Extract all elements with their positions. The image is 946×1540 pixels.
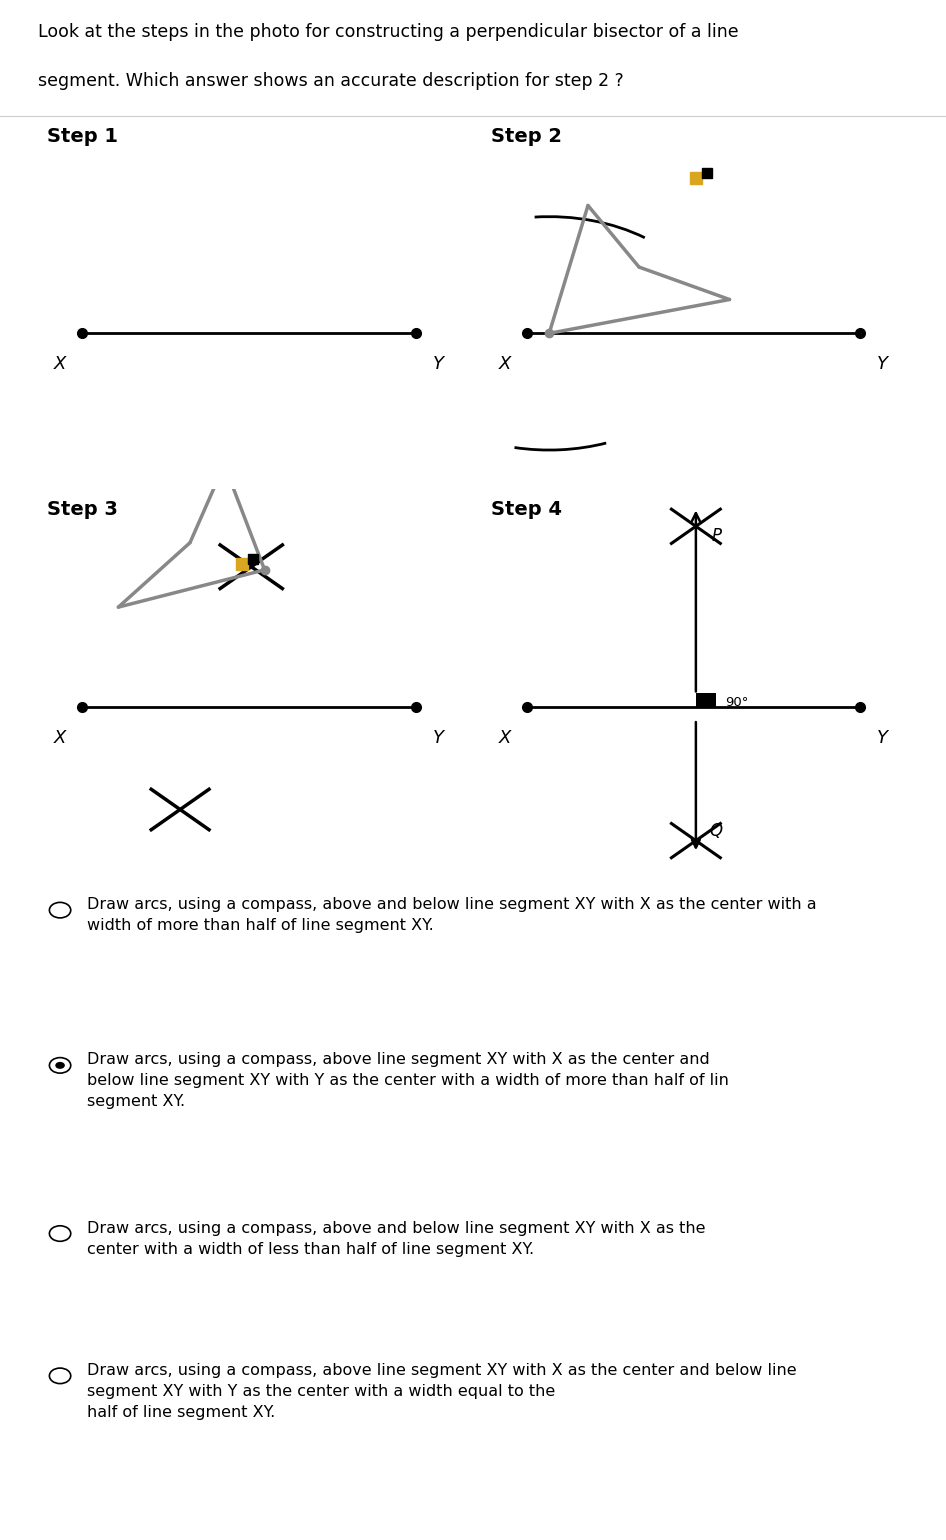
Text: Step 2: Step 2 <box>491 126 562 146</box>
Circle shape <box>55 1063 65 1069</box>
Text: Draw arcs, using a compass, above line segment XY with X as the center and
below: Draw arcs, using a compass, above line s… <box>87 1052 728 1109</box>
Text: X: X <box>499 356 511 373</box>
Text: X: X <box>54 356 66 373</box>
Bar <box>696 693 716 707</box>
Text: Draw arcs, using a compass, above line segment XY with X as the center and below: Draw arcs, using a compass, above line s… <box>87 1363 797 1420</box>
Text: X: X <box>54 728 66 747</box>
Text: segment. Which answer shows an accurate description for step 2 ?: segment. Which answer shows an accurate … <box>38 72 623 91</box>
Text: Q: Q <box>710 822 723 841</box>
Text: X: X <box>499 728 511 747</box>
Text: Draw arcs, using a compass, above and below line segment XY with X as the
center: Draw arcs, using a compass, above and be… <box>87 1221 706 1257</box>
Text: Draw arcs, using a compass, above and below line segment XY with X as the center: Draw arcs, using a compass, above and be… <box>87 898 816 933</box>
Text: Y: Y <box>877 728 888 747</box>
Text: Look at the steps in the photo for constructing a perpendicular bisector of a li: Look at the steps in the photo for const… <box>38 23 739 42</box>
Text: Step 4: Step 4 <box>491 500 562 519</box>
Text: Y: Y <box>877 356 888 373</box>
Text: Step 3: Step 3 <box>46 500 117 519</box>
Text: Y: Y <box>432 356 444 373</box>
Text: Y: Y <box>432 728 444 747</box>
Text: 90°: 90° <box>725 696 748 708</box>
Text: P: P <box>711 527 722 545</box>
Text: Step 1: Step 1 <box>46 126 117 146</box>
